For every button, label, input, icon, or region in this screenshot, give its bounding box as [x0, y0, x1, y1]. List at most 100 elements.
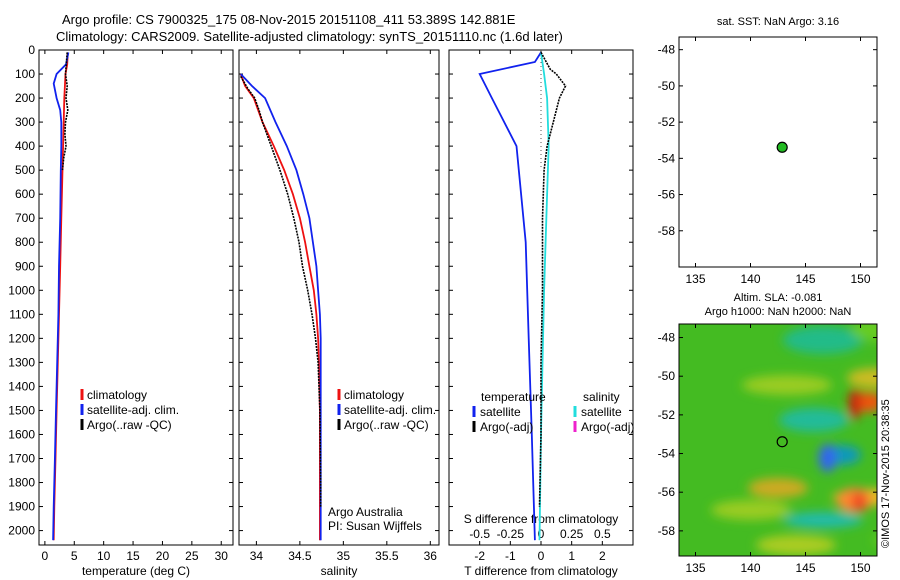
- salinity-x-axis-label: salinity: [321, 564, 358, 578]
- y-tick-label: -48: [658, 331, 676, 345]
- y-tick-label: -52: [658, 115, 676, 129]
- x-tick-label: 140: [740, 561, 760, 575]
- y-tick-label: -48: [658, 43, 676, 57]
- x-tick-label: 0: [42, 549, 49, 563]
- series-line-argo: [240, 75, 322, 507]
- depth-tick-label: 1600: [8, 427, 35, 441]
- y-tick-label: -50: [658, 79, 676, 93]
- sla-heatmap: [679, 324, 900, 556]
- y-tick-label: -56: [658, 188, 676, 202]
- heatmap-blob: [848, 388, 861, 420]
- salinity-panel: 34 34.5 35 35.5 36 salinity climatologysatelli…: [238, 49, 440, 578]
- heatmap-blob: [852, 492, 866, 512]
- top-tick-label: 0.25: [560, 527, 584, 541]
- legend-label: satellite-adj. clim.: [344, 403, 436, 417]
- salinity-frame: [238, 49, 440, 546]
- sla-map-frame: [678, 323, 878, 557]
- depth-tick-label: 1400: [8, 379, 35, 393]
- legend-label: satellite: [581, 405, 622, 419]
- depth-tick-label: 100: [15, 67, 35, 81]
- depth-tick-label: 400: [15, 139, 35, 153]
- sla-map-panel: 135 140 145 150 -48 -50 -52 -54 -56 -58 Altim. SLA…: [658, 292, 900, 575]
- heatmap-blob: [891, 458, 900, 482]
- panel-annotation: Argo Australia: [328, 505, 403, 519]
- argo-position-marker: [776, 436, 788, 448]
- depth-tick-label: 1500: [8, 403, 35, 417]
- y-tick-label: -54: [658, 151, 676, 165]
- x-tick-label: 15: [126, 549, 140, 563]
- heatmap-blob: [893, 376, 900, 390]
- difference-top-label: S difference from climatology: [464, 512, 619, 526]
- heatmap-blob: [847, 368, 877, 388]
- y-tick-label: -52: [658, 408, 676, 422]
- x-tick-label: 150: [850, 272, 870, 286]
- heatmap-blob: [783, 512, 863, 528]
- x-tick-label: 135: [685, 272, 705, 286]
- x-tick-label: 10: [97, 549, 111, 563]
- series-line-sat: [52, 52, 70, 541]
- sst-map-panel: 135 140 145 150 -48 -50 -52 -54 -56 -58 sat. SST: …: [658, 16, 878, 286]
- legend-header: salinity: [583, 390, 620, 404]
- legend-header: temperature: [481, 390, 546, 404]
- depth-tick-label: 2000: [8, 524, 35, 538]
- panel-annotation: PI: Susan Wijffels: [328, 519, 422, 533]
- x-tick-label: 150: [850, 561, 870, 575]
- x-tick-label: 5: [71, 549, 78, 563]
- y-tick-label: -54: [658, 447, 676, 461]
- depth-tick-label: 500: [15, 163, 35, 177]
- figure-title-line-2: Climatology: CARS2009. Satellite-adjuste…: [56, 29, 563, 44]
- sla-map-title: Altim. SLA: -0.081: [734, 292, 823, 304]
- sla-map-subtitle: Argo h1000: NaN h2000: NaN: [705, 306, 852, 318]
- top-tick-label: 0.5: [594, 527, 611, 541]
- y-tick-label: -58: [658, 224, 676, 238]
- x-tick-label: 140: [740, 272, 760, 286]
- x-tick-label: 30: [215, 549, 229, 563]
- y-tick-label: -58: [658, 524, 676, 538]
- heatmap-blob: [851, 324, 877, 342]
- depth-tick-label: 900: [15, 259, 35, 273]
- difference-panel: -2 -1 0 1 2T difference from climatology -0.5…: [448, 49, 634, 578]
- x-tick-label: 35.5: [375, 549, 399, 563]
- sst-map-frame: [678, 36, 878, 268]
- series-line-argo: [538, 52, 567, 507]
- y-tick-label: -56: [658, 485, 676, 499]
- y-tick-label: -50: [658, 369, 676, 383]
- legend-label: climatology: [87, 388, 147, 402]
- series-line-sat: [240, 73, 322, 541]
- temperature-panel: 0100200300400500600700800900100011001200…: [8, 43, 234, 578]
- x-tick-label: 34.5: [288, 549, 312, 563]
- depth-tick-label: 300: [15, 115, 35, 129]
- top-tick-label: 0: [538, 527, 545, 541]
- top-tick-label: -0.25: [497, 527, 525, 541]
- heatmap-blob: [818, 444, 837, 472]
- heatmap-blobs: [711, 324, 900, 555]
- top-tick-label: -0.5: [469, 527, 490, 541]
- heatmap-blob: [756, 535, 836, 555]
- x-tick-label: -2: [474, 549, 485, 563]
- x-tick-label: 35: [337, 549, 351, 563]
- temperature-x-axis-label: temperature (deg C): [82, 564, 190, 578]
- depth-tick-label: 1100: [9, 307, 35, 321]
- x-tick-label: 0: [538, 549, 545, 563]
- depth-tick-label: 1200: [8, 331, 35, 345]
- temperature-frame: [38, 49, 234, 546]
- x-tick-label: 1: [568, 549, 575, 563]
- legend-label: satellite: [480, 405, 521, 419]
- depth-tick-label: 1700: [8, 451, 35, 465]
- series-line-clim: [239, 73, 321, 541]
- legend-label: satellite-adj. clim.: [87, 403, 179, 417]
- x-tick-label: 2: [599, 549, 606, 563]
- x-tick-label: 145: [795, 561, 815, 575]
- series-line-argo: [61, 52, 69, 171]
- x-tick-label: 25: [185, 549, 199, 563]
- depth-tick-label: 200: [15, 91, 35, 105]
- depth-tick-label: 600: [15, 187, 35, 201]
- heatmap-blob: [779, 408, 849, 432]
- x-tick-label: 145: [795, 272, 815, 286]
- x-tick-label: 135: [685, 561, 705, 575]
- legend-label: climatology: [344, 388, 404, 402]
- legend-label: Argo(-adj): [480, 420, 533, 434]
- depth-tick-label: 1900: [8, 500, 35, 514]
- depth-tick-label: 0: [28, 43, 35, 57]
- heatmap-blob: [742, 375, 832, 395]
